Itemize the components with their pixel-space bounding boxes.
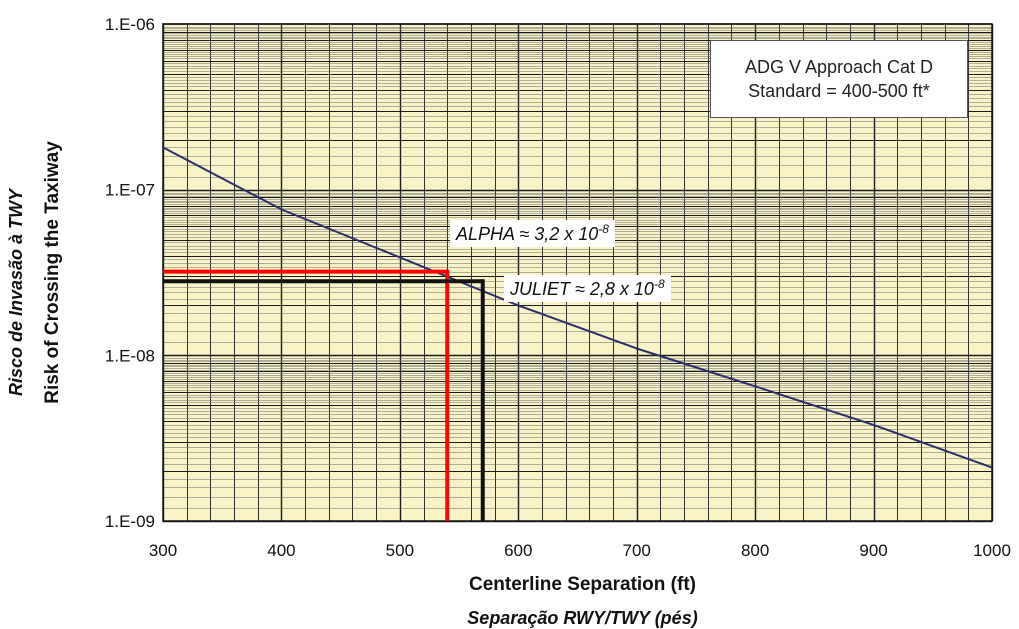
juliet-callout-exponent: -8 xyxy=(653,277,665,291)
info-box-line1: ADG V Approach Cat D xyxy=(744,57,934,77)
y-tick-label: 1.E-06 xyxy=(105,15,155,34)
info-box: ADG V Approach Cat D Standard = 400-500 … xyxy=(710,40,968,118)
alpha-callout-exponent: -8 xyxy=(598,222,609,236)
x-axis-title-pt: Separação RWY/TWY (pés) xyxy=(467,608,697,628)
x-axis-title: Centerline Separation (ft) xyxy=(469,574,696,595)
y-axis-title-pt: Risco de Invasão à TWY xyxy=(6,187,26,396)
x-tick-label: 400 xyxy=(267,541,295,560)
y-axis-title: Risk of Crossing the Taxiway xyxy=(42,141,63,404)
alpha-callout: ALPHA ≈ 3,2 x 10-8 xyxy=(450,220,615,247)
x-tick-label: 1000 xyxy=(973,541,1011,560)
juliet-callout: JULIET ≈ 2,8 x 10-8 xyxy=(504,275,671,302)
x-tick-label: 900 xyxy=(859,541,887,560)
alpha-callout-text: ALPHA ≈ 3,2 x 10 xyxy=(456,224,599,244)
series-line-0 xyxy=(162,146,993,469)
y-tick-label: 1.E-09 xyxy=(105,512,155,531)
x-tick-label: 300 xyxy=(149,541,177,560)
x-tick-label: 800 xyxy=(741,541,769,560)
y-tick-label: 1.E-07 xyxy=(105,181,155,200)
juliet-callout-text: JULIET ≈ 2,8 x 10 xyxy=(510,279,654,299)
info-box-line2: Standard = 400-500 ft* xyxy=(748,81,930,101)
y-tick-label: 1.E-08 xyxy=(105,346,155,365)
x-tick-label: 700 xyxy=(623,541,651,560)
x-tick-label: 600 xyxy=(504,541,532,560)
x-tick-label: 500 xyxy=(386,541,414,560)
